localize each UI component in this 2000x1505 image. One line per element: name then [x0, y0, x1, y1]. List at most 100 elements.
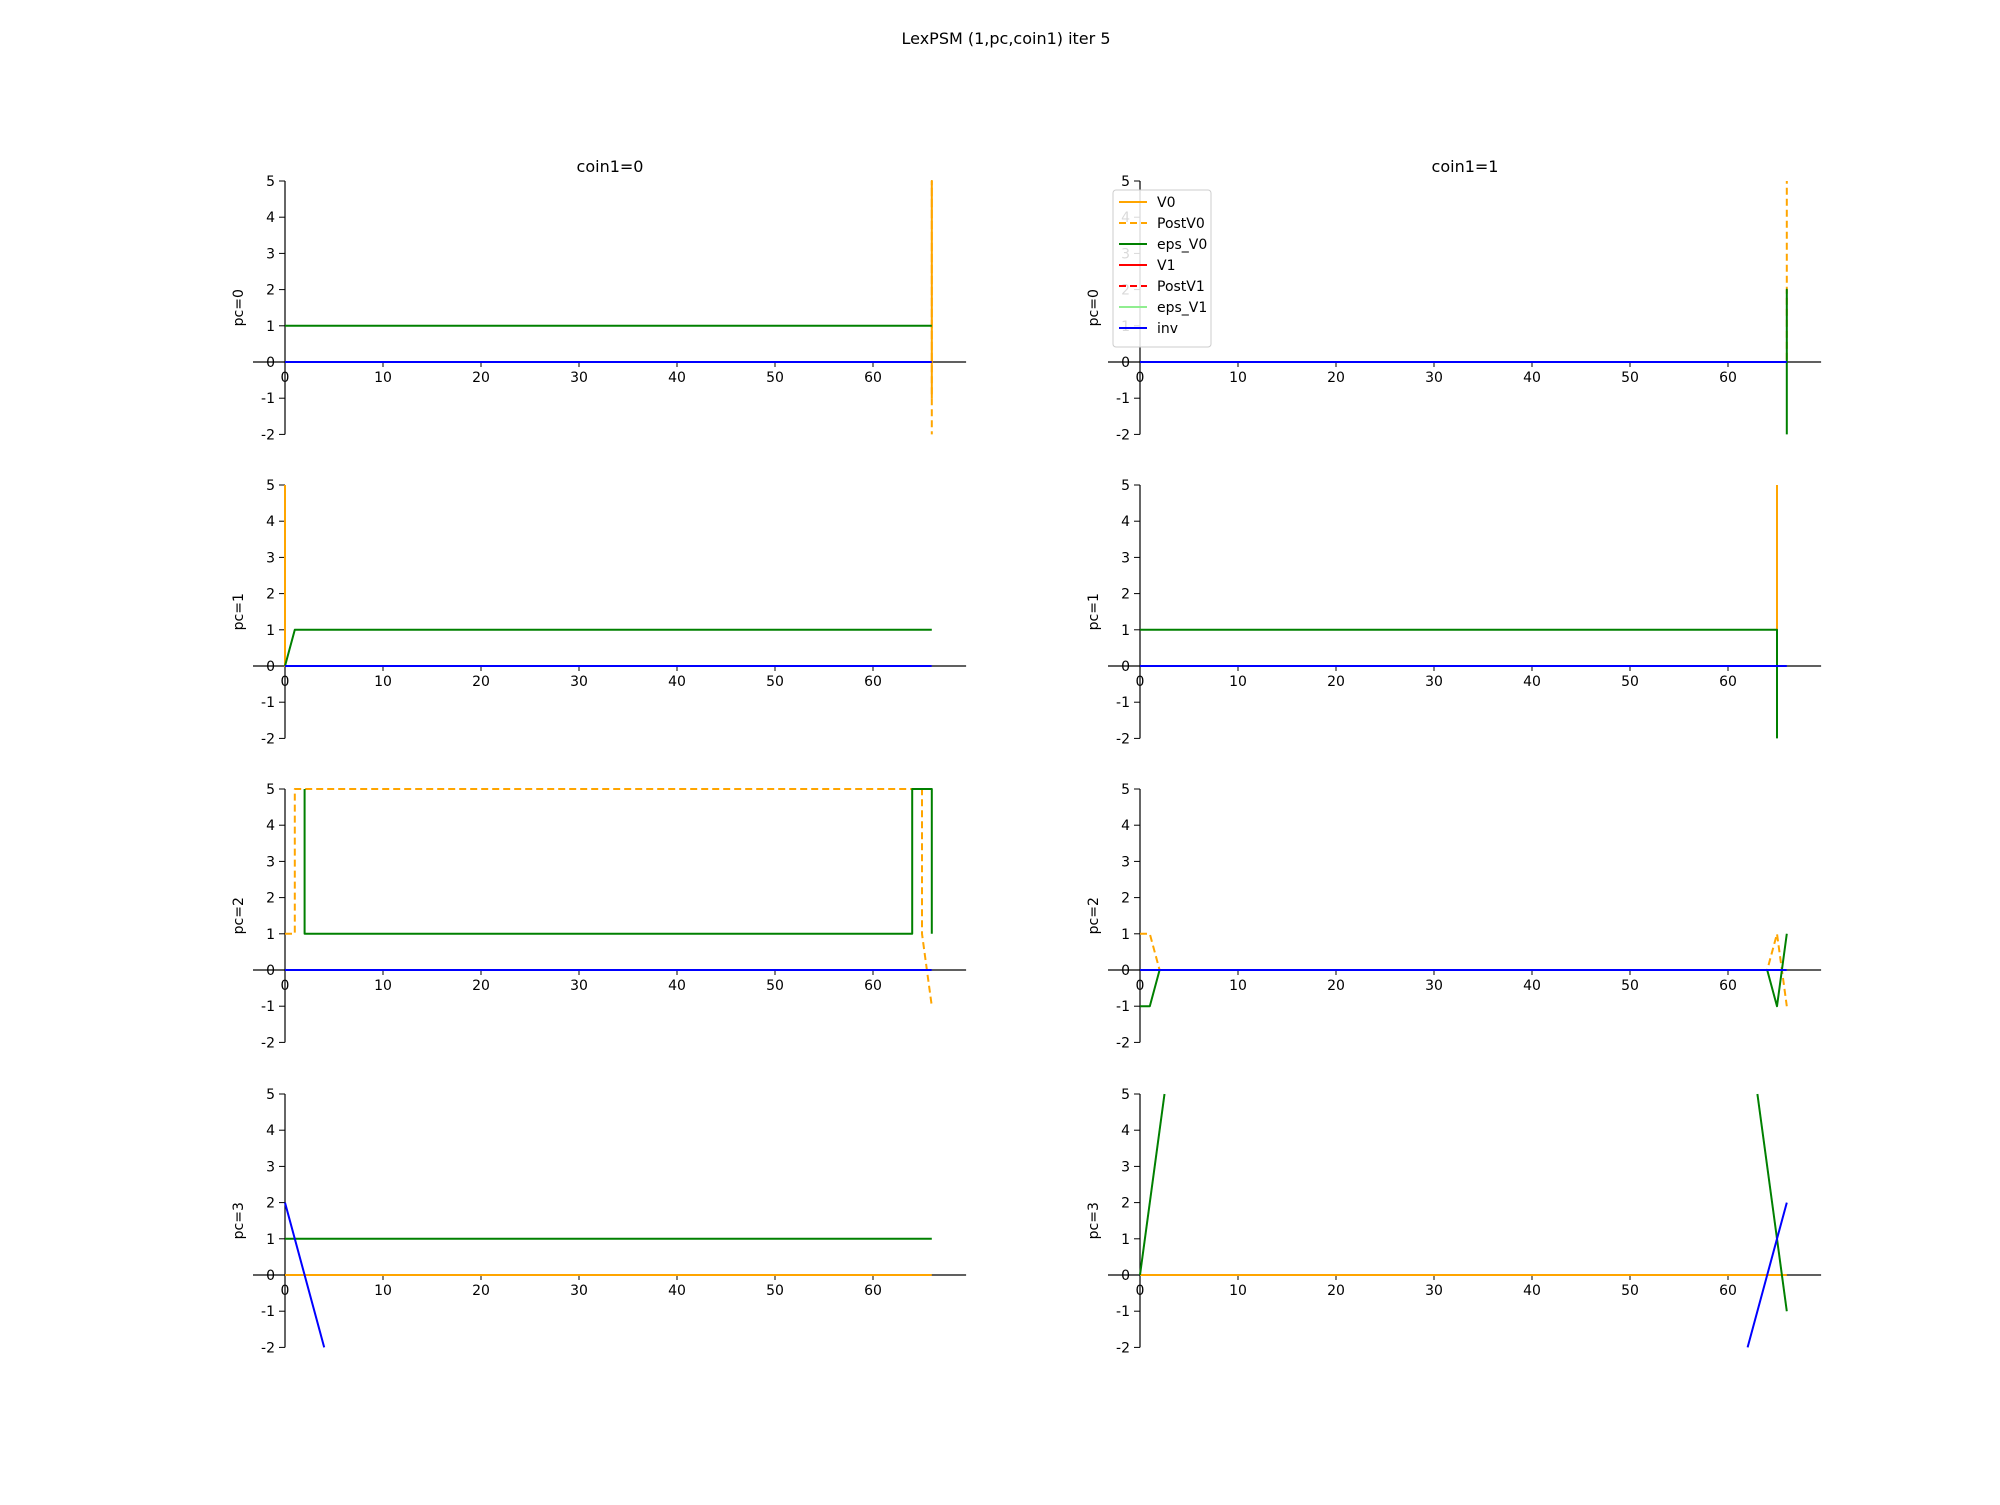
x-tick-label: 20	[1327, 370, 1345, 386]
x-tick-label: 30	[1425, 978, 1443, 994]
x-tick-label: 60	[864, 370, 882, 386]
y-tick-label: 3	[266, 854, 275, 870]
series-line-inv	[1746, 1202, 1788, 1348]
y-tick-label: 4	[1121, 1123, 1130, 1139]
y-tick-label: 0	[1121, 355, 1130, 371]
legend-label: PostV1	[1157, 279, 1205, 295]
y-tick-label: 2	[1121, 891, 1130, 907]
x-tick-label: 0	[281, 674, 290, 690]
y-tick-label: 2	[1121, 1196, 1130, 1212]
series-line-v0	[284, 485, 932, 667]
y-tick-label: 2	[1121, 587, 1130, 603]
series-line-postv0	[1140, 932, 1788, 1007]
x-tick-label: 60	[1719, 370, 1737, 386]
y-tick-label: 0	[1121, 963, 1130, 979]
series-line-eps-v0	[284, 628, 932, 667]
row-label: pc=3	[1086, 1202, 1102, 1239]
row-label: pc=0	[231, 289, 247, 326]
y-tick-label: 0	[266, 355, 275, 371]
x-tick-label: 50	[1621, 1283, 1639, 1299]
y-tick-label: -2	[1116, 1035, 1130, 1051]
row-label: pc=2	[1086, 897, 1102, 934]
y-tick-label: -1	[261, 391, 275, 407]
y-tick-label: 5	[266, 1087, 275, 1103]
y-tick-label: 5	[1121, 478, 1130, 494]
y-tick-label: -1	[261, 1304, 275, 1320]
x-tick-label: 40	[668, 1283, 686, 1299]
y-tick-label: 1	[1121, 623, 1130, 639]
y-tick-label: 1	[266, 1232, 275, 1248]
legend-label: V0	[1157, 195, 1175, 211]
y-tick-label: -1	[1116, 391, 1130, 407]
row-label: pc=1	[231, 593, 247, 630]
x-tick-label: 60	[1719, 978, 1737, 994]
x-tick-label: 0	[281, 978, 290, 994]
legend-label: PostV0	[1157, 216, 1205, 232]
y-tick-label: -2	[1116, 1340, 1130, 1356]
x-tick-label: 20	[472, 1283, 490, 1299]
x-tick-label: 40	[668, 978, 686, 994]
y-tick-label: 3	[266, 1159, 275, 1175]
y-tick-label: 1	[266, 623, 275, 639]
series-line-postv0	[285, 788, 933, 1007]
x-tick-label: 30	[570, 978, 588, 994]
y-tick-label: 4	[266, 210, 275, 226]
y-tick-label: 4	[1121, 818, 1130, 834]
y-tick-label: 5	[266, 174, 275, 190]
y-tick-label: 2	[266, 587, 275, 603]
y-tick-label: 2	[266, 283, 275, 299]
x-tick-label: 0	[281, 1283, 290, 1299]
x-tick-label: 20	[1327, 978, 1345, 994]
x-tick-label: 20	[472, 674, 490, 690]
y-tick-label: 0	[1121, 659, 1130, 675]
x-tick-label: 20	[472, 370, 490, 386]
legend-label: V1	[1157, 258, 1175, 274]
x-tick-label: 0	[1136, 1283, 1145, 1299]
x-tick-label: 10	[374, 1283, 392, 1299]
y-tick-label: 3	[266, 246, 275, 262]
x-tick-label: 10	[1229, 370, 1247, 386]
y-tick-label: -2	[261, 731, 275, 747]
series-line-postv0	[1140, 181, 1788, 363]
x-tick-label: 10	[1229, 978, 1247, 994]
x-tick-label: 30	[570, 1283, 588, 1299]
y-tick-label: 5	[1121, 174, 1130, 190]
series-line-eps-v0	[1139, 1093, 1166, 1276]
y-tick-label: 2	[266, 1196, 275, 1212]
y-tick-label: -1	[1116, 999, 1130, 1015]
x-tick-label: 50	[766, 978, 784, 994]
series-line-eps-v0	[303, 788, 933, 935]
x-tick-label: 10	[374, 978, 392, 994]
y-tick-label: 5	[1121, 782, 1130, 798]
y-tick-label: -2	[1116, 731, 1130, 747]
column-title: coin1=1	[1432, 157, 1499, 176]
series-line-v0	[285, 180, 933, 399]
x-tick-label: 20	[472, 978, 490, 994]
x-tick-label: 30	[570, 674, 588, 690]
row-label: pc=2	[231, 897, 247, 934]
y-tick-label: 1	[266, 319, 275, 335]
x-tick-label: 10	[374, 370, 392, 386]
x-tick-label: 50	[766, 674, 784, 690]
x-tick-label: 40	[1523, 978, 1541, 994]
y-tick-label: 1	[1121, 927, 1130, 943]
x-tick-label: 40	[1523, 1283, 1541, 1299]
x-tick-label: 50	[1621, 978, 1639, 994]
x-tick-label: 50	[766, 370, 784, 386]
y-tick-label: -2	[261, 1340, 275, 1356]
x-tick-label: 40	[1523, 370, 1541, 386]
y-tick-label: 0	[266, 1268, 275, 1284]
x-tick-label: 60	[864, 978, 882, 994]
x-tick-label: 0	[1136, 370, 1145, 386]
x-tick-label: 30	[1425, 674, 1443, 690]
chart-title: LexPSM (1,pc,coin1) iter 5	[902, 29, 1111, 48]
y-tick-label: 5	[1121, 1087, 1130, 1103]
